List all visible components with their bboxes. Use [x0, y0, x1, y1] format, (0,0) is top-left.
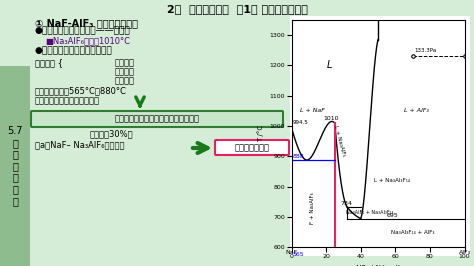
- Text: Na₃AlF₆ + Na₃Al₃F₁₄: Na₃AlF₆ + Na₃Al₃F₁₄: [346, 210, 393, 215]
- Text: ① NaF-AlF₃ 二元系体系特点: ① NaF-AlF₃ 二元系体系特点: [35, 18, 138, 28]
- Text: 695: 695: [387, 213, 399, 218]
- Text: F + Na₃AlF₆: F + Na₃AlF₆: [310, 192, 315, 224]
- Text: 分解率约30%。: 分解率约30%。: [90, 129, 134, 138]
- FancyBboxPatch shape: [215, 140, 289, 155]
- Text: 相变温度分别为565°C和880°C: 相变温度分别为565°C和880°C: [35, 86, 127, 95]
- Text: L: L: [327, 60, 332, 70]
- Y-axis label: T /°C: T /°C: [257, 125, 264, 142]
- Text: 三种变体 {: 三种变体 {: [35, 58, 63, 67]
- Text: 立方晶系: 立方晶系: [115, 67, 135, 76]
- Text: 888: 888: [292, 154, 304, 159]
- Text: 冰晶石组成点处液相线较平滑: 冰晶石组成点处液相线较平滑: [35, 96, 100, 105]
- Text: ■Na₃AlF₆，熔点1010°C: ■Na₃AlF₆，熔点1010°C: [45, 36, 130, 45]
- Text: （a）NaF– Na₃AlF₆分二元系: （a）NaF– Na₃AlF₆分二元系: [35, 140, 125, 149]
- X-axis label: AlF₃ / %(mol): AlF₃ / %(mol): [356, 264, 401, 266]
- Text: 六方晶系: 六方晶系: [115, 76, 135, 85]
- Text: L + NaF: L + NaF: [300, 109, 325, 113]
- Text: 冰晶石在熔化时发生一定程度的分解，: 冰晶石在熔化时发生一定程度的分解，: [115, 114, 200, 123]
- Text: ●在固态下，冰晶石有三种变体: ●在固态下，冰晶石有三种变体: [35, 46, 113, 55]
- Text: 2、  二元相图实例  （1） 熔盐的相平衡图: 2、 二元相图实例 （1） 熔盐的相平衡图: [166, 4, 308, 14]
- Text: ●生成了同分熔点化合物——冰晶石: ●生成了同分熔点化合物——冰晶石: [35, 26, 131, 35]
- Text: L + AlF₃: L + AlF₃: [404, 109, 428, 113]
- Text: L + Na₃AlF₆: L + Na₃AlF₆: [333, 125, 346, 157]
- FancyBboxPatch shape: [31, 111, 283, 127]
- Text: 565: 565: [292, 252, 304, 257]
- Bar: [290, 16, 470, 256]
- Text: AlF₃: AlF₃: [458, 250, 471, 255]
- Text: 1010: 1010: [324, 116, 339, 121]
- Text: 994.5: 994.5: [292, 120, 308, 125]
- Text: 单斜晶系: 单斜晶系: [115, 58, 135, 67]
- Text: 简单二元共晶系: 简单二元共晶系: [235, 143, 270, 152]
- Text: L + Na₃Al₃F₁₄: L + Na₃Al₃F₁₄: [374, 178, 410, 183]
- Text: NaF: NaF: [285, 250, 298, 255]
- Text: Na₃Al₃F₁₄ + AlF₃: Na₃Al₃F₁₄ + AlF₃: [391, 230, 435, 235]
- Bar: [0, 66, 30, 266]
- Text: 5.7
实
示
相
图
分
析: 5.7 实 示 相 图 分 析: [7, 126, 23, 206]
- Text: 734: 734: [340, 201, 352, 206]
- Text: 133.3Pa: 133.3Pa: [414, 48, 437, 53]
